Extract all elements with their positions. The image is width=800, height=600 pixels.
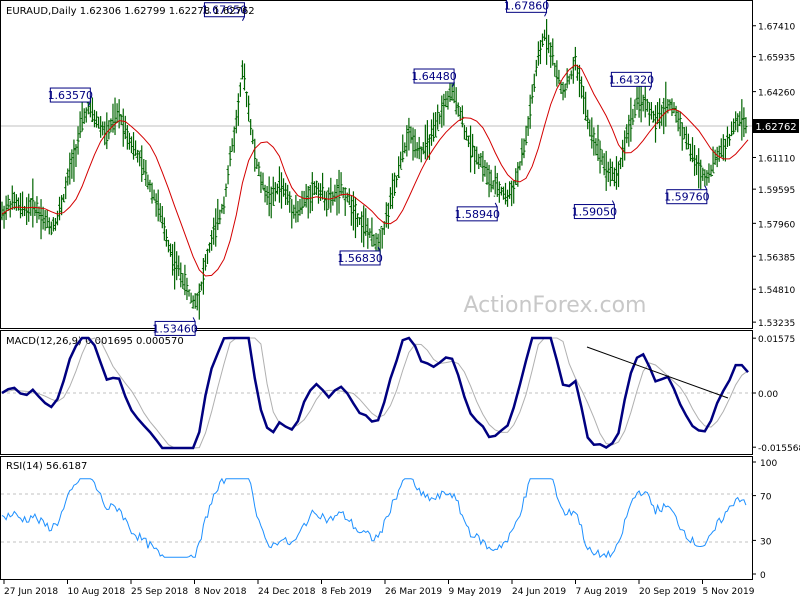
- time-tick-label: 24 Dec 2018: [258, 587, 316, 597]
- price-tick-label: 1.53235: [758, 319, 795, 329]
- annotation-box: [506, 0, 548, 13]
- macd-tick-label: 0.00: [758, 390, 778, 400]
- time-tick-label: 9 May 2019: [449, 587, 502, 597]
- macd-tick-label: 0.01575: [758, 335, 795, 345]
- time-tick-label: 8 Nov 2018: [195, 587, 247, 597]
- annotation-leader: [451, 82, 455, 88]
- price-annotations: 1.63570 1.67650 1.53460 1.56830 1.64480 1.678…: [48, 0, 710, 336]
- rsi-tick-label: 70: [760, 493, 772, 503]
- annotation-leader: [192, 317, 196, 322]
- annotation-leader: [241, 16, 245, 21]
- time-tick-label: 8 Feb 2019: [322, 587, 373, 597]
- annotation-leader: [611, 200, 615, 205]
- annotation-leader: [377, 246, 381, 252]
- rsi-header: RSI(14) 56.6187: [6, 461, 87, 472]
- price-tick-label: 1.64260: [758, 89, 795, 99]
- price-bars: [0, 19, 748, 320]
- price-panel-frame: [0, 0, 753, 329]
- macd-trendline: [586, 346, 729, 399]
- time-tick-label: 7 Aug 2019: [576, 587, 628, 597]
- current-price-label: 1.62762: [755, 122, 796, 133]
- annotation-leader: [494, 202, 498, 208]
- rsi-axis: 100 70 30 0: [752, 459, 777, 581]
- annotation-leader: [648, 86, 652, 91]
- time-tick-label: 20 Sep 2019: [639, 587, 696, 597]
- annotation-label: 1.58940: [454, 208, 500, 221]
- annotation-label: 1.67860: [504, 0, 550, 12]
- annotation-box: [456, 206, 498, 222]
- macd-signal-line: [1, 337, 749, 449]
- rsi-panel-frame: [0, 456, 753, 580]
- price-tick-label: 1.54810: [758, 286, 795, 296]
- rsi-tick-label: 0: [760, 571, 766, 581]
- moving-average-line: [1, 64, 749, 277]
- time-axis: 27 Jun 2018 10 Aug 2018 25 Sep 2018 8 Nov 2…: [3, 580, 755, 597]
- watermark: ActionForex.com: [464, 293, 647, 318]
- macd-axis: 0.01575 0.00 -0.015568: [752, 335, 800, 454]
- annotation-box: [573, 204, 615, 220]
- macd-main-line: [1, 336, 749, 450]
- annotation-box: [154, 320, 196, 336]
- time-tick-label: 5 Nov 2019: [703, 587, 755, 597]
- price-tick-label: 1.65935: [758, 54, 795, 64]
- time-tick-label: 24 Jun 2019: [512, 587, 566, 597]
- price-tick-label: 1.67410: [758, 23, 795, 33]
- rsi-tick-label: 30: [760, 537, 772, 547]
- annotation-label: 1.59760: [664, 191, 710, 204]
- annotation-box: [610, 71, 652, 87]
- annotation-box: [203, 2, 245, 18]
- time-tick-label: 27 Jun 2018: [4, 587, 58, 597]
- current-price-box: [753, 119, 799, 133]
- rsi-tick-label: 100: [760, 459, 777, 469]
- annotation-box: [666, 189, 708, 205]
- annotation-box: [413, 68, 455, 84]
- symbol-header: EURAUD,Daily 1.62306 1.62799 1.62278 1.6…: [6, 6, 255, 17]
- price-tick-label: 1.57960: [758, 220, 795, 230]
- annotation-box: [339, 250, 381, 266]
- macd-header: MACD(12,26,9) 0.001695 0.000570: [6, 336, 184, 347]
- time-tick-label: 26 Mar 2019: [385, 587, 442, 597]
- annotation-label: 1.56830: [337, 252, 383, 265]
- annotation-label: 1.67650: [202, 4, 248, 17]
- annotation-box: [49, 87, 91, 103]
- price-tick-label: 1.59595: [758, 186, 795, 196]
- annotation-label: 1.53460: [152, 322, 198, 335]
- price-tick-label: 1.61110: [758, 154, 795, 164]
- time-tick-label: 25 Sep 2018: [131, 587, 188, 597]
- annotation-label: 1.59050: [572, 206, 618, 219]
- annotation-leader: [704, 185, 708, 190]
- price-tick-label: 1.56385: [758, 253, 795, 263]
- annotation-label: 1.63570: [48, 89, 94, 102]
- time-tick-label: 10 Aug 2018: [68, 587, 126, 597]
- annotation-label: 1.64320: [609, 73, 655, 86]
- annotation-leader: [544, 12, 547, 17]
- macd-tick-label: -0.015568: [758, 444, 800, 454]
- annotation-label: 1.64480: [411, 70, 457, 83]
- price-axis: 1.67410 1.65935 1.64260 1.61110 1.59595 1.579…: [752, 23, 795, 329]
- annotation-leader: [87, 101, 91, 107]
- rsi-line: [1, 477, 747, 559]
